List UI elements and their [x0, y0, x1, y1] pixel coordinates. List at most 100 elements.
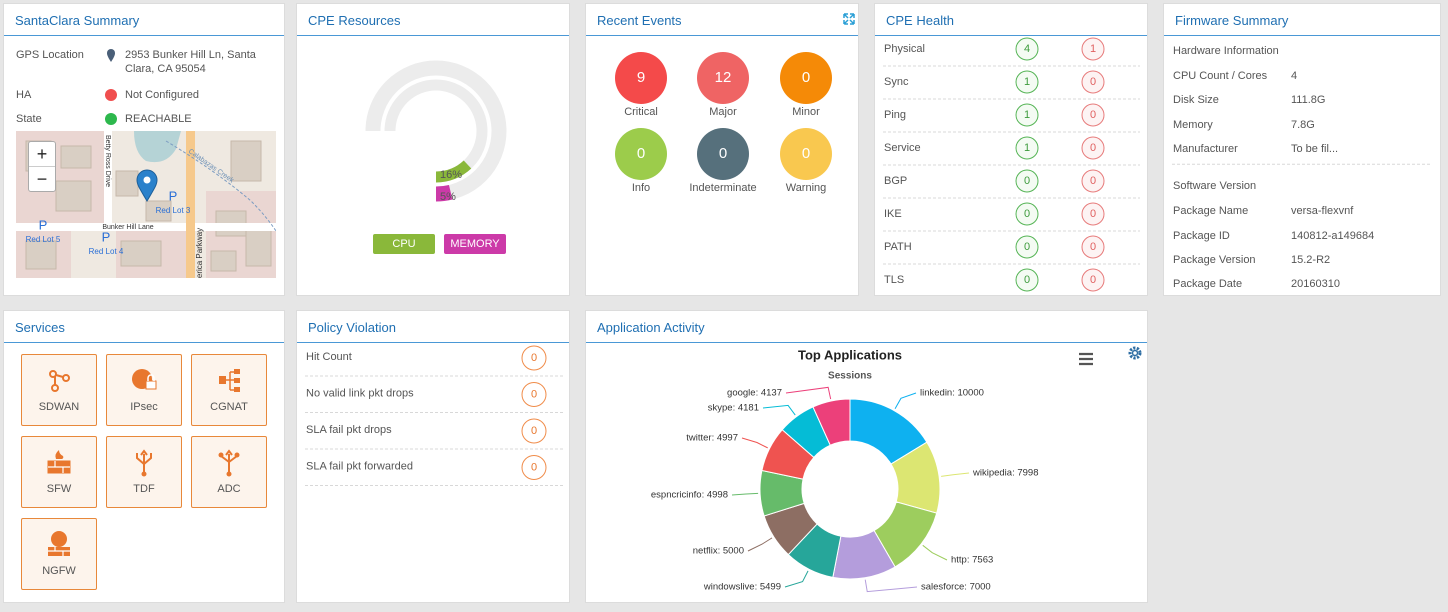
icon: [234, 387, 240, 392]
menu-icon[interactable]: [1079, 352, 1093, 366]
service-tile[interactable]: ADC: [191, 436, 267, 508]
icon: [218, 452, 224, 458]
slice-label: linkedin: 10000: [920, 388, 984, 399]
icon: [49, 370, 57, 378]
leader-line: [762, 404, 796, 416]
down-circle: [1081, 37, 1105, 61]
service-tile[interactable]: TDF: [106, 436, 182, 508]
event-label: Minor: [792, 106, 820, 118]
gauge-track: [384, 79, 488, 183]
settings-icon[interactable]: [1128, 346, 1142, 360]
metric-button[interactable]: CPU: [373, 234, 435, 254]
event-circle: [697, 52, 749, 104]
field-value: 20160310: [1291, 278, 1340, 291]
event-circle: [780, 128, 832, 180]
gauge-value: 16%: [440, 169, 463, 181]
building: [245, 225, 272, 267]
leader-line: [864, 579, 918, 593]
resources-graphics: [365, 60, 507, 202]
service-label: TDF: [133, 483, 155, 495]
street-label: erica Parkway: [195, 228, 204, 278]
service-icon: [219, 369, 240, 392]
map-marker: [136, 169, 158, 202]
icon: [55, 450, 64, 459]
health-graphics: Physical 4 1 Sync 1 0 Ping 1 0 Service 1 0 BGP 0 0 IKE 0…: [883, 37, 1140, 292]
leader-line: [941, 472, 970, 477]
location-icon: [107, 49, 115, 62]
building: [60, 145, 92, 169]
policy-label: No valid link pkt drops: [306, 387, 414, 399]
icon: [234, 378, 240, 383]
up-count: 0: [1024, 208, 1030, 220]
policy-circle: [521, 418, 547, 444]
icon: [51, 384, 59, 392]
down-circle: [1081, 169, 1105, 193]
zoom-control: + −: [28, 141, 56, 192]
parking-name: Red Lot 3: [156, 206, 191, 215]
policy-circle: [521, 345, 547, 371]
panel-title: SantaClara Summary: [15, 13, 140, 28]
icon: [226, 471, 232, 477]
building: [210, 250, 237, 272]
row-value: Not Configured: [125, 89, 199, 101]
leader-line: [747, 537, 773, 552]
service-tile[interactable]: SFW: [21, 436, 97, 508]
service-label: NGFW: [42, 565, 76, 577]
icon: [147, 374, 155, 381]
icon: [234, 369, 240, 374]
event-label: Critical: [624, 106, 658, 118]
health-label: Sync: [884, 76, 909, 88]
service-tile[interactable]: NGFW: [21, 518, 97, 590]
service-tile[interactable]: IPsec: [106, 354, 182, 426]
down-count: 0: [1090, 208, 1096, 220]
slice-label: skype: 4181: [708, 403, 759, 414]
down-count: 0: [1090, 76, 1096, 88]
policy-circle: [521, 455, 547, 480]
street-label: Bunker Hill Lane: [102, 224, 153, 231]
service-tile[interactable]: CGNAT: [191, 354, 267, 426]
building: [145, 200, 172, 222]
service-icon: [48, 531, 70, 556]
map: Betty Ross Drive Bunker Hill Lane erica Pa…: [16, 131, 276, 278]
down-circle: [1081, 202, 1105, 226]
policy-count: 0: [531, 388, 537, 400]
water: [134, 131, 181, 163]
zoom-out[interactable]: −: [29, 166, 55, 191]
field-label: Package Version: [1173, 253, 1256, 266]
event-label: Warning: [786, 182, 827, 194]
service-icon: [49, 370, 70, 392]
health-label: Physical: [884, 43, 925, 55]
icon: [136, 449, 152, 474]
health-label: PATH: [884, 241, 912, 253]
leader-line: [922, 544, 948, 561]
zoom-in[interactable]: +: [36, 144, 48, 164]
row-label: State: [16, 113, 42, 125]
row-label: GPS Location: [16, 49, 84, 61]
metric-button[interactable]: MEMORY: [444, 234, 506, 254]
app-panel: Top Applications Sessions linkedin: 10000 w…: [585, 310, 1148, 603]
event-label: Major: [709, 106, 737, 118]
service-icon: [218, 449, 240, 477]
event-count: 0: [719, 145, 727, 162]
down-count: 0: [1090, 109, 1096, 121]
icon-group: [48, 531, 70, 556]
panel-title: CPE Health: [886, 13, 954, 28]
event-label: Indeterminate: [689, 182, 756, 194]
summary-panel: SantaClara Summary GPS Location 2953 Bunke…: [3, 3, 285, 296]
parking-sign: P: [102, 229, 111, 244]
field-value: 140812-a149684: [1291, 229, 1375, 242]
service-tile[interactable]: SDWAN: [21, 354, 97, 426]
field-label: CPU Count / Cores: [1173, 70, 1268, 82]
slice-label: windowslive: 5499: [703, 582, 781, 593]
health-label: Ping: [884, 109, 906, 121]
icon-group: [49, 370, 70, 392]
map-marker-dot: [143, 176, 151, 184]
up-circle: [1015, 70, 1039, 94]
up-circle: [1015, 202, 1039, 226]
field-label: Memory: [1173, 118, 1213, 131]
policy-label: SLA fail pkt forwarded: [306, 460, 413, 472]
service-label: SDWAN: [38, 401, 80, 413]
expand-icon: [843, 13, 855, 25]
road: [16, 223, 276, 231]
